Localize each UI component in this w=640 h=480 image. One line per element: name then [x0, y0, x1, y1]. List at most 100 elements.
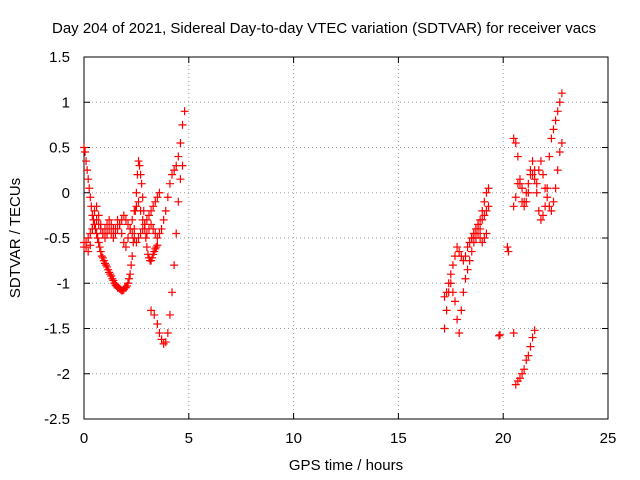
- data-point: [469, 229, 478, 238]
- data-point: [518, 369, 527, 378]
- chart-title: Day 204 of 2021, Sidereal Day-to-day VTE…: [52, 20, 596, 37]
- data-point: [513, 152, 522, 161]
- data-point: [174, 197, 183, 206]
- data-point: [93, 234, 102, 242]
- data-point: [90, 206, 99, 215]
- data-point: [180, 107, 189, 116]
- data-point: [132, 238, 141, 247]
- data-point: [150, 310, 159, 319]
- data-point: [534, 206, 543, 215]
- data-point: [142, 243, 151, 252]
- data-point: [450, 297, 459, 306]
- data-point: [124, 220, 133, 229]
- x-axis-label: GPS time / hours: [289, 457, 403, 474]
- data-points: [80, 89, 566, 389]
- data-point: [168, 288, 177, 297]
- data-point: [134, 157, 143, 166]
- series-arc-c: [80, 188, 164, 252]
- y-tick-label: -0.5: [44, 230, 70, 247]
- data-point: [155, 188, 164, 197]
- data-point: [86, 193, 95, 202]
- y-tick-label: -1.5: [44, 321, 70, 338]
- data-point: [461, 252, 470, 261]
- data-point: [100, 224, 109, 233]
- data-point: [532, 188, 541, 197]
- data-point: [109, 234, 118, 242]
- x-tick-label: 20: [495, 430, 512, 447]
- x-tick-label: 15: [390, 430, 407, 447]
- data-point: [442, 306, 451, 315]
- data-point: [119, 211, 128, 220]
- data-point: [446, 270, 455, 279]
- data-point: [142, 215, 151, 224]
- data-point: [536, 215, 545, 224]
- data-point: [153, 234, 162, 242]
- data-point: [153, 319, 162, 328]
- data-point: [141, 234, 150, 242]
- data-point: [513, 179, 522, 188]
- data-point: [547, 206, 556, 215]
- data-point: [522, 356, 531, 365]
- data-point: [136, 170, 145, 179]
- y-tick-label: -1: [57, 275, 70, 292]
- data-point: [121, 283, 130, 292]
- data-point: [526, 170, 535, 179]
- data-point: [496, 330, 505, 339]
- data-point: [165, 310, 174, 319]
- data-point: [549, 197, 558, 206]
- data-point: [476, 215, 485, 224]
- data-point: [94, 238, 103, 247]
- data-point: [534, 166, 543, 175]
- data-point: [495, 331, 504, 340]
- data-point: [453, 243, 462, 252]
- data-point: [159, 215, 168, 224]
- data-point: [108, 274, 117, 283]
- data-point: [455, 329, 464, 338]
- data-point: [176, 138, 185, 147]
- data-point: [111, 229, 120, 238]
- series-arc-j: [509, 138, 566, 215]
- data-point: [539, 211, 548, 220]
- data-point: [463, 243, 472, 252]
- data-point: [440, 324, 449, 333]
- data-point: [178, 161, 187, 170]
- data-point: [144, 211, 153, 220]
- data-point: [147, 306, 156, 315]
- data-point: [83, 166, 92, 175]
- data-point: [126, 224, 135, 233]
- y-tick-label: 0: [62, 185, 70, 202]
- data-point: [511, 138, 520, 147]
- data-point: [80, 143, 88, 152]
- data-point: [555, 148, 564, 157]
- data-point: [543, 193, 552, 202]
- data-point: [459, 288, 468, 297]
- data-point: [524, 351, 533, 360]
- data-point: [484, 202, 493, 211]
- data-point: [136, 206, 145, 215]
- data-point: [528, 157, 537, 166]
- x-tick-label: 25: [600, 430, 617, 447]
- data-point: [440, 292, 449, 301]
- data-point: [448, 261, 457, 270]
- data-point: [121, 215, 130, 224]
- data-point: [465, 256, 474, 265]
- data-point: [545, 152, 554, 161]
- x-axis-tick-labels: 0 5 10 15 20 25: [80, 430, 617, 447]
- data-point: [161, 206, 170, 215]
- data-point: [509, 329, 518, 338]
- data-point: [178, 120, 187, 129]
- data-point: [82, 238, 91, 247]
- data-point: [520, 365, 529, 374]
- data-point: [163, 193, 172, 202]
- x-tick-label: 10: [285, 430, 302, 447]
- data-point: [136, 229, 145, 238]
- data-point: [530, 175, 539, 184]
- data-point: [474, 220, 483, 229]
- data-point: [132, 188, 141, 197]
- y-tick-label: -2: [57, 366, 70, 383]
- data-point: [551, 116, 560, 125]
- data-point: [84, 247, 93, 256]
- data-point: [97, 252, 106, 261]
- data-point: [94, 220, 103, 229]
